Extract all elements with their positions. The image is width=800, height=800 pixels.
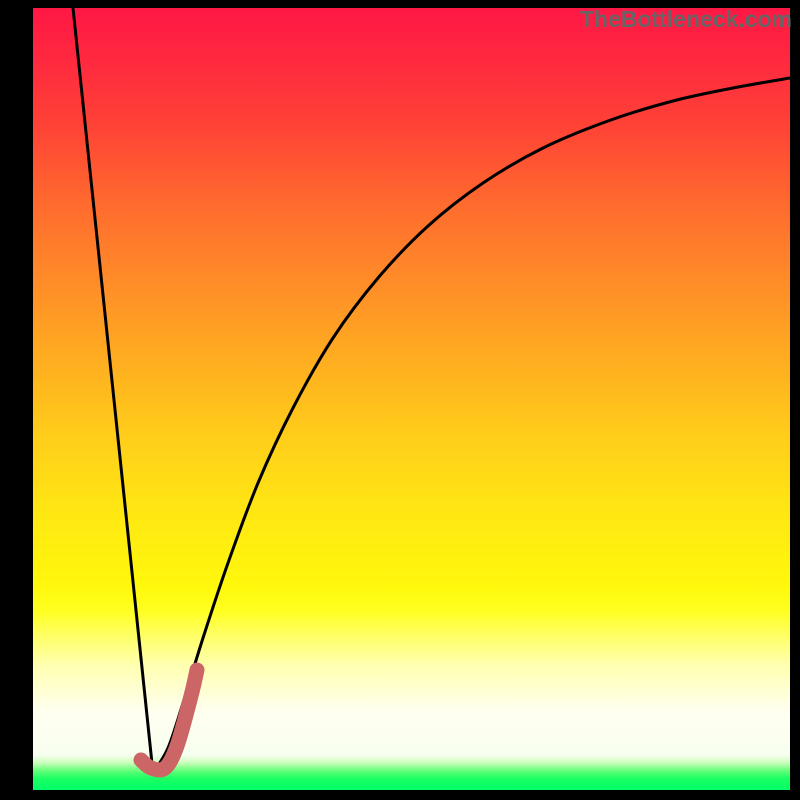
- highlight-marker: [141, 670, 197, 770]
- right-curve: [153, 78, 790, 773]
- plot-area: [33, 8, 790, 790]
- left-curve: [73, 8, 153, 773]
- curves-layer: [33, 8, 790, 790]
- watermark-text: TheBottleneck.com: [580, 6, 792, 33]
- chart-container: TheBottleneck.com: [0, 0, 800, 800]
